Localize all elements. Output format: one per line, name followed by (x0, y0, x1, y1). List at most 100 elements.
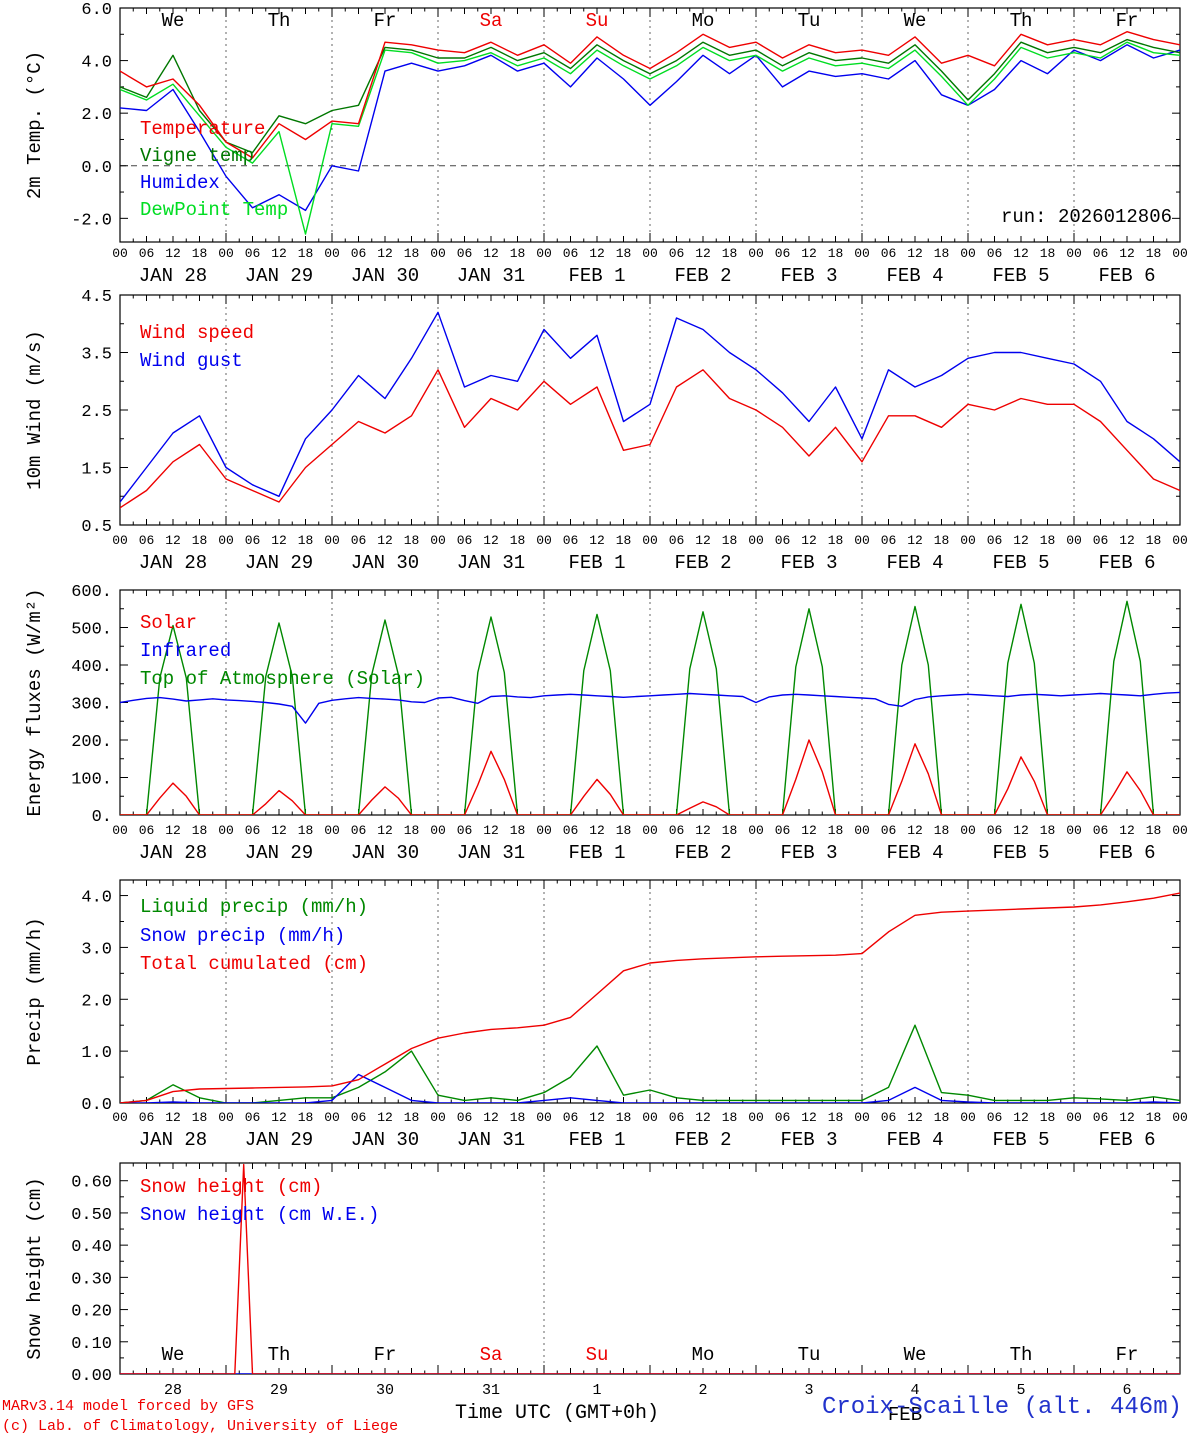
day-of-week-label: Fr (374, 1344, 397, 1366)
hour-tick-label: 18 (404, 246, 420, 261)
hour-tick-label: 00 (1066, 533, 1082, 548)
hour-tick-label: 00 (748, 823, 764, 838)
hour-tick-label: 00 (748, 533, 764, 548)
day-number-label: 1 (592, 1382, 601, 1399)
y-tick-label: 500. (71, 621, 112, 640)
hour-tick-label: 00 (112, 533, 128, 548)
hour-tick-label: 06 (139, 533, 155, 548)
hour-tick-label: 06 (1093, 1110, 1109, 1125)
hour-tick-label: 00 (748, 1110, 764, 1125)
day-of-week-label: Fr (374, 10, 397, 32)
y-tick-label: 2.0 (81, 106, 112, 125)
hour-tick-label: 06 (775, 246, 791, 261)
hour-tick-label: 18 (192, 533, 208, 548)
legend-vigne-temp: Vigne temp (140, 145, 255, 167)
day-of-week-label: Sa (480, 10, 503, 32)
hour-tick-label: 12 (907, 823, 923, 838)
hour-tick-label: 06 (139, 823, 155, 838)
day-number-label: 28 (164, 1382, 182, 1399)
hour-tick-label: 18 (1040, 823, 1056, 838)
hour-tick-label: 00 (430, 823, 446, 838)
hour-tick-label: 12 (271, 1110, 287, 1125)
hour-tick-label: 06 (987, 1110, 1003, 1125)
day-of-week-label: Th (268, 10, 291, 32)
date-label: FEB 2 (674, 842, 731, 864)
hour-tick-label: 00 (112, 246, 128, 261)
date-label: FEB 5 (992, 842, 1049, 864)
hour-tick-label: 12 (695, 246, 711, 261)
series-liquid-precip-mm-h (120, 1024, 1180, 1103)
legend-wind-speed: Wind speed (140, 322, 255, 344)
hour-tick-label: 00 (536, 533, 552, 548)
hour-tick-label: 00 (642, 246, 658, 261)
y-tick-label: 4.0 (81, 54, 112, 73)
date-label: FEB 5 (992, 552, 1049, 574)
hour-tick-label: 18 (934, 533, 950, 548)
series-top-of-atmosphere-solar (120, 600, 1180, 815)
hour-tick-label: 06 (245, 823, 261, 838)
date-label: FEB 3 (780, 265, 837, 287)
hour-tick-label: 18 (510, 823, 526, 838)
legend-snow-precip-mm-h: Snow precip (mm/h) (140, 925, 346, 947)
hour-tick-label: 00 (854, 823, 870, 838)
hour-tick-label: 00 (218, 533, 234, 548)
hour-tick-label: 12 (165, 1110, 181, 1125)
day-number-label: 5 (1016, 1382, 1025, 1399)
y-tick-label: 400. (71, 658, 112, 677)
hour-tick-label: 06 (775, 823, 791, 838)
hour-tick-label: 18 (1040, 1110, 1056, 1125)
hour-tick-label: 12 (695, 1110, 711, 1125)
date-label: FEB 1 (568, 265, 625, 287)
date-label: JAN 31 (457, 1129, 525, 1151)
hour-tick-label: 00 (1172, 1110, 1188, 1125)
y-axis-title: 10m Wind (m/s) (24, 330, 46, 490)
y-tick-label: 200. (71, 733, 112, 752)
hour-tick-label: 06 (1093, 533, 1109, 548)
hour-tick-label: 12 (377, 1110, 393, 1125)
date-label: FEB 5 (992, 1129, 1049, 1151)
hour-tick-label: 12 (165, 823, 181, 838)
hour-tick-label: 18 (1146, 823, 1162, 838)
y-tick-label: 0.5 (81, 518, 112, 537)
hour-tick-label: 00 (642, 1110, 658, 1125)
day-of-week-label: Tu (798, 10, 821, 32)
y-tick-label: 0.0 (81, 159, 112, 178)
y-axis-title: Energy fluxes (W/m²) (24, 588, 46, 816)
date-label: FEB 6 (1098, 265, 1155, 287)
y-tick-label: 1.5 (81, 461, 112, 480)
hour-tick-label: 18 (722, 1110, 738, 1125)
hour-tick-label: 00 (324, 533, 340, 548)
hour-tick-label: 12 (377, 823, 393, 838)
station-title: Croix-Scaille (alt. 446m) (821, 1394, 1182, 1421)
hour-tick-label: 12 (483, 823, 499, 838)
hour-tick-label: 06 (139, 246, 155, 261)
hour-tick-label: 00 (218, 823, 234, 838)
legend-humidex: Humidex (140, 172, 220, 194)
day-number-label: 3 (804, 1382, 813, 1399)
day-of-week-label: Fr (1116, 1344, 1139, 1366)
hour-tick-label: 18 (404, 1110, 420, 1125)
hour-tick-label: 12 (271, 533, 287, 548)
day-number-label: 31 (482, 1382, 500, 1399)
hour-tick-label: 12 (1013, 1110, 1029, 1125)
hour-tick-label: 06 (987, 533, 1003, 548)
run-label: run: 2026012806 (1000, 206, 1172, 228)
legend-snow-height-cm: Snow height (cm) (140, 1176, 323, 1198)
date-label: FEB 6 (1098, 842, 1155, 864)
hour-tick-label: 18 (510, 246, 526, 261)
y-tick-label: -2.0 (71, 211, 112, 230)
series-solar (120, 739, 1180, 815)
hour-tick-label: 06 (457, 246, 473, 261)
hour-tick-label: 18 (616, 533, 632, 548)
hour-tick-label: 00 (430, 533, 446, 548)
date-label: FEB 5 (992, 265, 1049, 287)
hour-tick-label: 06 (245, 533, 261, 548)
hour-tick-label: 18 (828, 1110, 844, 1125)
date-label: FEB 2 (674, 1129, 731, 1151)
hour-tick-label: 18 (722, 246, 738, 261)
hour-tick-label: 12 (1119, 533, 1135, 548)
day-of-week-label: Th (1010, 1344, 1033, 1366)
hour-tick-label: 06 (457, 1110, 473, 1125)
hour-tick-label: 00 (854, 533, 870, 548)
